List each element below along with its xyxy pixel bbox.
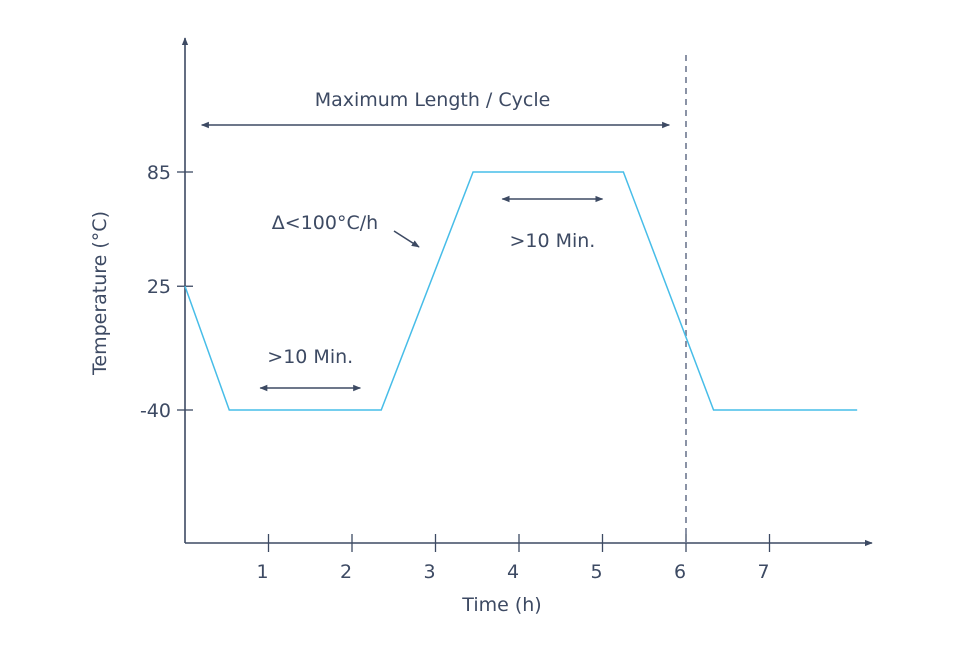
x-axis-label: Time (h)	[461, 594, 541, 616]
x-tick-label: 5	[590, 561, 602, 583]
x-ticks: 1 2 3 4 5 6 7	[256, 534, 771, 583]
ramp-rate-pointer-arrow	[393, 230, 420, 248]
y-tick-label: 85	[147, 162, 171, 184]
y-tick-label: -40	[140, 400, 171, 422]
y-ticks: 85 25 -40	[140, 162, 193, 422]
x-tick-label: 2	[340, 561, 352, 583]
x-tick-label: 6	[674, 561, 686, 583]
ramp-rate-label: Δ<100°C/h	[272, 212, 378, 234]
y-axis-label: Temperature (°C)	[89, 211, 111, 376]
temperature-profile-line	[184, 171, 858, 411]
x-tick-label: 4	[507, 561, 519, 583]
dwell-low-label: >10 Min.	[267, 346, 353, 368]
x-tick-label: 7	[757, 561, 769, 583]
x-tick-label: 3	[423, 561, 435, 583]
x-tick-label: 1	[256, 561, 268, 583]
cycle-length-label: Maximum Length / Cycle	[315, 89, 551, 111]
dwell-high-label: >10 Min.	[509, 230, 595, 252]
y-tick-label: 25	[147, 276, 171, 298]
